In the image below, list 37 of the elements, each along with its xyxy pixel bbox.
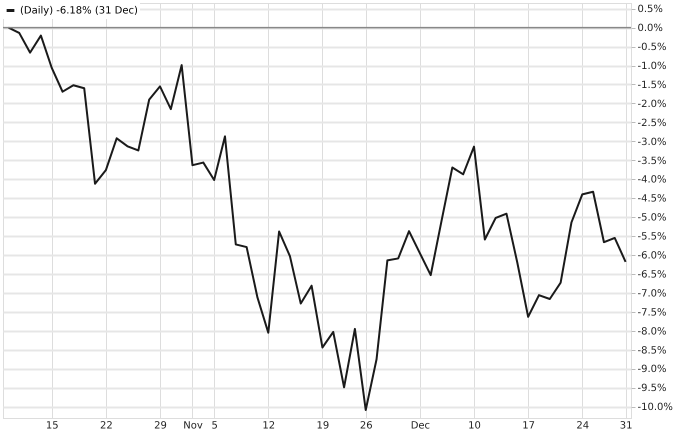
y-tick-label: -7.0% [638,288,667,300]
y-tick-label: -2.0% [638,98,667,110]
x-tick-label: 29 [154,420,167,432]
y-tick-label: -8.5% [638,345,667,356]
x-tick-label: 19 [316,420,330,432]
y-tick-label: -5.0% [638,212,667,224]
x-tick-label: Dec [410,420,430,432]
x-tick-label: 17 [522,420,536,432]
y-tick-label: -9.0% [638,364,667,376]
y-tick-label: -4.5% [638,194,667,205]
y-tick-label: -1.0% [638,61,667,72]
y-tick-label: -9.5% [638,383,667,394]
x-tick-label: Nov [183,420,203,432]
legend-label: (Daily) -6.18% (31 Dec) [20,6,138,16]
x-tick-label: 31 [620,420,632,432]
y-tick-label: -2.5% [638,118,667,129]
y-tick-label: -5.5% [638,232,667,243]
x-tick-label: 10 [468,420,481,432]
y-tick-label: 0.0% [638,23,663,34]
x-tick-label: 24 [576,420,590,432]
y-tick-label: -6.5% [638,269,667,280]
x-tick-label: 26 [360,420,373,432]
y-tick-label: -4.0% [638,174,667,186]
x-tick-label: 15 [46,420,59,432]
y-tick-label: 0.5% [638,4,663,16]
y-tick-label: -0.5% [638,42,667,54]
line-series [7,26,627,412]
x-tick-label: 22 [100,420,113,432]
y-tick-label: -1.5% [638,80,667,91]
y-tick-label: -7.5% [638,307,667,318]
x-tick-label: 12 [262,420,276,432]
y-tick-label: -6.0% [638,250,667,262]
x-tick-label: 5 [211,420,218,432]
y-tick-label: -3.0% [638,136,667,148]
y-tick-label: -8.0% [638,326,667,338]
y-tick-label: -10.0% [638,402,673,414]
y-tick-label: -3.5% [638,156,667,167]
